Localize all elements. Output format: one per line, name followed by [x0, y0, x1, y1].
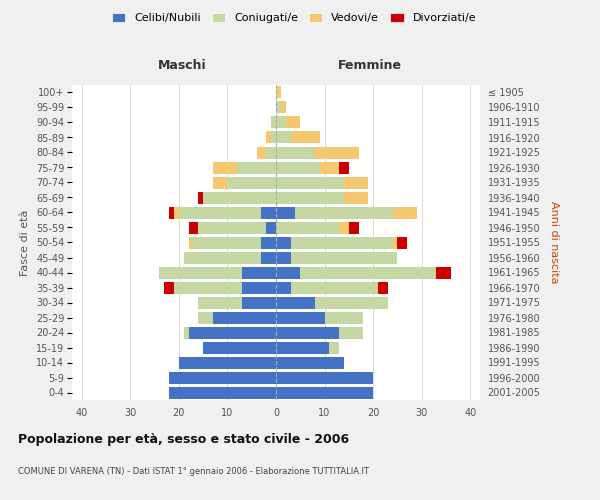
Y-axis label: Fasce di età: Fasce di età: [20, 210, 31, 276]
Bar: [276, 386, 373, 398]
Bar: [315, 146, 359, 158]
Bar: [397, 236, 407, 248]
Bar: [276, 86, 281, 99]
Bar: [276, 162, 320, 173]
Bar: [276, 116, 286, 128]
Bar: [227, 176, 276, 188]
Bar: [276, 342, 329, 353]
Bar: [281, 102, 286, 114]
Bar: [320, 162, 339, 173]
Bar: [276, 176, 344, 188]
Bar: [276, 326, 339, 338]
Bar: [271, 132, 276, 143]
Bar: [392, 206, 417, 218]
Bar: [344, 192, 368, 203]
Bar: [198, 222, 266, 234]
Bar: [271, 116, 276, 128]
Bar: [276, 102, 281, 114]
Bar: [276, 372, 373, 384]
Bar: [174, 206, 179, 218]
Bar: [276, 296, 315, 308]
Bar: [262, 236, 276, 248]
Bar: [300, 266, 436, 278]
Bar: [286, 116, 300, 128]
Bar: [242, 282, 276, 294]
Bar: [276, 192, 344, 203]
Bar: [295, 206, 392, 218]
Bar: [339, 222, 349, 234]
Bar: [262, 252, 276, 264]
Bar: [315, 296, 388, 308]
Text: Maschi: Maschi: [158, 60, 206, 72]
Bar: [276, 222, 339, 234]
Bar: [276, 236, 290, 248]
Bar: [266, 132, 271, 143]
Bar: [339, 162, 349, 173]
Bar: [290, 132, 320, 143]
Bar: [276, 312, 325, 324]
Bar: [242, 296, 276, 308]
Bar: [184, 326, 188, 338]
Bar: [203, 192, 276, 203]
Bar: [174, 282, 242, 294]
Bar: [266, 222, 276, 234]
Bar: [169, 206, 174, 218]
Bar: [329, 342, 339, 353]
Bar: [262, 206, 276, 218]
Legend: Celibi/Nubili, Coniugati/e, Vedovi/e, Divorziati/e: Celibi/Nubili, Coniugati/e, Vedovi/e, Di…: [107, 8, 481, 28]
Bar: [276, 146, 315, 158]
Bar: [164, 282, 174, 294]
Bar: [325, 312, 364, 324]
Bar: [198, 296, 242, 308]
Text: Popolazione per età, sesso e stato civile - 2006: Popolazione per età, sesso e stato civil…: [18, 432, 349, 446]
Bar: [290, 236, 392, 248]
Bar: [213, 312, 276, 324]
Bar: [188, 222, 198, 234]
Bar: [193, 236, 262, 248]
Bar: [179, 356, 276, 368]
Bar: [378, 282, 388, 294]
Bar: [392, 236, 397, 248]
Bar: [169, 386, 276, 398]
Bar: [276, 356, 344, 368]
Bar: [198, 192, 203, 203]
Bar: [184, 252, 262, 264]
Bar: [242, 266, 276, 278]
Bar: [276, 282, 290, 294]
Bar: [188, 236, 193, 248]
Bar: [276, 252, 290, 264]
Y-axis label: Anni di nascita: Anni di nascita: [549, 201, 559, 284]
Bar: [276, 206, 295, 218]
Bar: [169, 372, 276, 384]
Bar: [339, 326, 364, 338]
Bar: [436, 266, 451, 278]
Bar: [160, 266, 242, 278]
Bar: [257, 146, 266, 158]
Bar: [237, 162, 276, 173]
Bar: [266, 146, 276, 158]
Bar: [213, 176, 227, 188]
Bar: [344, 176, 368, 188]
Bar: [213, 162, 237, 173]
Bar: [349, 222, 359, 234]
Text: Femmine: Femmine: [338, 60, 402, 72]
Bar: [198, 312, 213, 324]
Bar: [290, 252, 397, 264]
Bar: [203, 342, 276, 353]
Text: COMUNE DI VARENA (TN) - Dati ISTAT 1° gennaio 2006 - Elaborazione TUTTITALIA.IT: COMUNE DI VARENA (TN) - Dati ISTAT 1° ge…: [18, 468, 369, 476]
Bar: [179, 206, 262, 218]
Bar: [276, 132, 290, 143]
Bar: [276, 266, 300, 278]
Bar: [290, 282, 378, 294]
Bar: [188, 326, 276, 338]
